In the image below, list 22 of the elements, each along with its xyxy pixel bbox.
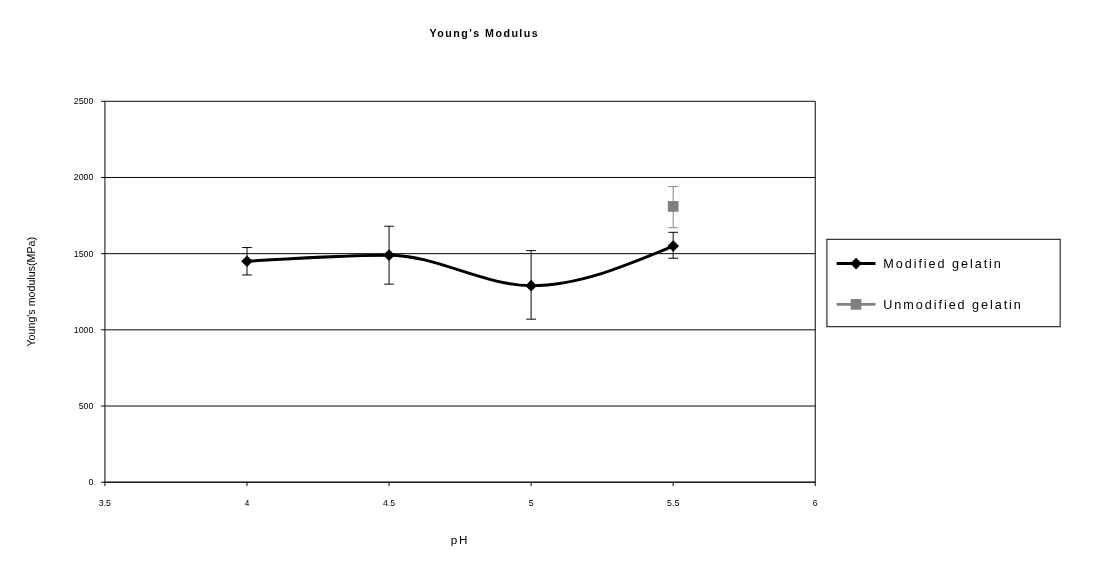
x-tick-label: 5 xyxy=(528,497,534,508)
y-tick-label: 2000 xyxy=(73,172,94,183)
y-tick-label: 1000 xyxy=(73,324,94,335)
x-tick-label: 5.5 xyxy=(667,497,680,508)
y-tick-label: 500 xyxy=(78,400,94,411)
x-axis-title: pH xyxy=(450,533,470,547)
x-tick-label: 3.5 xyxy=(98,497,112,508)
y-tick-label: 0 xyxy=(88,477,94,488)
x-tick-label: 4 xyxy=(244,497,250,508)
legend-label: Modified gelatin xyxy=(883,257,1003,272)
legend-label: Unmodified gelatin xyxy=(883,298,1023,313)
point xyxy=(383,249,395,262)
point xyxy=(667,240,680,252)
y-tick-label: 1500 xyxy=(73,248,94,259)
x-tick-label: 6 xyxy=(812,497,818,508)
x-tick-label: 4.5 xyxy=(382,497,396,508)
y-tick-label: 2500 xyxy=(73,96,94,107)
y-axis-title: Young's modulus(MPa) xyxy=(24,236,37,347)
point xyxy=(667,201,679,212)
point xyxy=(241,255,253,268)
point xyxy=(525,279,537,292)
chart-title: Young's Modulus xyxy=(429,27,540,40)
